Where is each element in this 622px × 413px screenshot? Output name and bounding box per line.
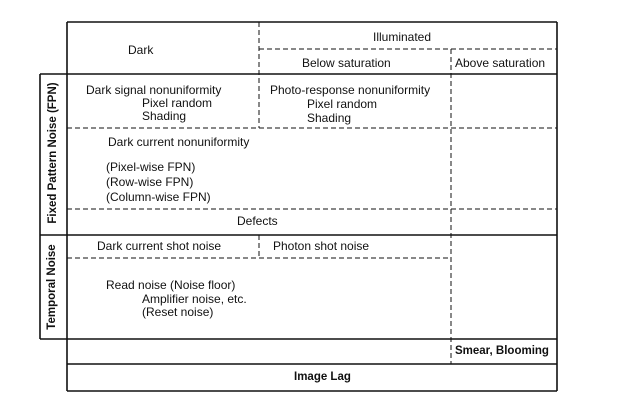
dark-shot-noise: Dark current shot noise <box>97 239 222 253</box>
photon-shot-noise: Photon shot noise <box>273 239 370 253</box>
dcnu-label: Dark current nonuniformity <box>108 135 250 149</box>
column-wise-fpn: (Column-wise FPN) <box>106 190 211 204</box>
dsnu-pixel-random: Pixel random <box>142 96 213 110</box>
header-above-saturation: Above saturation <box>455 56 546 70</box>
row-wise-fpn: (Row-wise FPN) <box>106 175 194 189</box>
prnu-pixel-random: Pixel random <box>307 97 378 111</box>
image-lag: Image Lag <box>294 371 351 383</box>
header-dark: Dark <box>128 43 154 57</box>
header-below-saturation: Below saturation <box>302 56 391 70</box>
label-fpn: Fixed Pattern Noise (FPN) <box>47 82 59 224</box>
dsnu-label: Dark signal nonuniformity <box>86 83 222 97</box>
smear-blooming: Smear, Blooming <box>455 345 549 357</box>
read-noise: Read noise (Noise floor) <box>106 278 236 292</box>
reset-noise: (Reset noise) <box>142 305 214 319</box>
defects-label: Defects <box>237 214 278 228</box>
dsnu-shading: Shading <box>142 109 187 123</box>
amplifier-noise: Amplifier noise, etc. <box>142 292 247 306</box>
pixel-wise-fpn: (Pixel-wise FPN) <box>106 160 196 174</box>
header-illuminated: Illuminated <box>373 30 432 44</box>
prnu-shading: Shading <box>307 111 352 125</box>
prnu-label: Photo-response nonuniformity <box>270 83 431 97</box>
label-temporal: Temporal Noise <box>46 244 58 330</box>
